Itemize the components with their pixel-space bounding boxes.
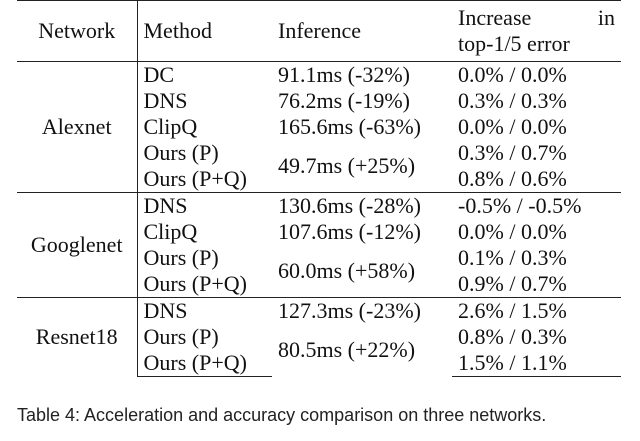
table-row: Resnet18 DNS 127.3ms (-23%) 2.6% / 1.5% bbox=[17, 297, 621, 377]
inference-cell: 76.2ms (-19%) bbox=[278, 88, 410, 113]
method-cell: Ours (P+Q) bbox=[143, 166, 247, 191]
table-row: Ours (P) 80.5ms (+22%) 0.8% / 0.3% bbox=[17, 324, 621, 362]
header-increase: Increase in top-1/5 error bbox=[452, 0, 621, 62]
increase-cell: 0.0% / 0.0% bbox=[458, 219, 567, 244]
method-cell: ClipQ bbox=[143, 114, 198, 139]
inference-cell: 165.6ms (-63%) bbox=[278, 114, 421, 139]
table-row: Ours (P+Q) 1.5% / 1.1% bbox=[17, 350, 621, 377]
increase-cell: 0.0% / 0.0% bbox=[452, 61, 621, 88]
method-cell: Ours (P+Q) bbox=[143, 271, 247, 296]
network-cell-googlenet: Googlenet bbox=[17, 192, 138, 298]
table-row: DNS 76.2ms (-19%) 0.3% / 0.3% bbox=[17, 88, 621, 114]
method-cell: ClipQ bbox=[143, 219, 198, 244]
method-cell: Ours (P) bbox=[143, 245, 219, 270]
method-cell: DNS bbox=[143, 88, 188, 113]
header-method: Method bbox=[137, 0, 272, 62]
comparison-table: Network Method Inference Increase in top… bbox=[17, 0, 621, 377]
inference-cell: 60.0ms (+58%) bbox=[278, 258, 416, 283]
inference-cell: 49.7ms (+25%) bbox=[278, 153, 416, 178]
increase-cell: 0.0% / 0.0% bbox=[458, 114, 567, 139]
table-row: ClipQ 107.6ms (-12%) 0.0% / 0.0% bbox=[17, 219, 621, 245]
network-cell-resnet18: Resnet18 bbox=[17, 297, 138, 377]
inference-cell: 130.6ms (-28%) bbox=[272, 192, 452, 219]
increase-cell: 0.3% / 0.3% bbox=[458, 88, 567, 113]
table-row: ClipQ 165.6ms (-63%) 0.0% / 0.0% bbox=[17, 114, 621, 140]
header-increase-in: in bbox=[597, 5, 615, 30]
increase-cell: 0.9% / 0.7% bbox=[458, 271, 567, 296]
table-row: Ours (P+Q) 0.9% / 0.7% bbox=[17, 271, 621, 298]
inference-cell: 91.1ms (-32%) bbox=[272, 61, 452, 88]
network-cell-alexnet: Alexnet bbox=[17, 61, 138, 193]
table-row: Googlenet DNS 130.6ms (-28%) -0.5% / -0.… bbox=[17, 192, 621, 298]
increase-cell: 0.8% / 0.3% bbox=[458, 324, 567, 349]
table-row: Ours (P) 49.7ms (+25%) 0.3% / 0.7% bbox=[17, 140, 621, 178]
increase-cell: 0.1% / 0.3% bbox=[458, 245, 567, 270]
method-cell: DC bbox=[137, 61, 272, 88]
method-cell: Ours (P+Q) bbox=[137, 350, 272, 377]
increase-cell: 2.6% / 1.5% bbox=[452, 297, 621, 324]
increase-cell: -0.5% / -0.5% bbox=[452, 192, 621, 219]
inference-cell: 127.3ms (-23%) bbox=[272, 297, 452, 324]
method-cell: DNS bbox=[137, 297, 272, 324]
table-header-row: Network Method Inference Increase in top… bbox=[17, 0, 621, 62]
table-caption: Table 4: Acceleration and accuracy compa… bbox=[17, 405, 547, 425]
increase-cell: 1.5% / 1.1% bbox=[452, 350, 621, 377]
comparison-table-container: Network Method Inference Increase in top… bbox=[17, 0, 621, 377]
method-cell: Ours (P) bbox=[143, 324, 219, 349]
inference-cell: 107.6ms (-12%) bbox=[278, 219, 421, 244]
header-increase-word: Increase bbox=[458, 5, 532, 30]
header-increase-line2: top-1/5 error bbox=[458, 31, 570, 56]
inference-cell: 80.5ms (+22%) bbox=[278, 337, 416, 363]
increase-cell: 0.8% / 0.6% bbox=[458, 166, 567, 191]
header-inference: Inference bbox=[272, 0, 452, 62]
table-row: Ours (P+Q) 0.8% / 0.6% bbox=[17, 166, 621, 193]
method-cell: DNS bbox=[137, 192, 272, 219]
increase-cell: 0.3% / 0.7% bbox=[458, 140, 567, 165]
header-network: Network bbox=[17, 0, 138, 62]
table-row: Ours (P) 60.0ms (+58%) 0.1% / 0.3% bbox=[17, 245, 621, 283]
table-row: Alexnet DC 91.1ms (-32%) 0.0% / 0.0% bbox=[17, 61, 621, 193]
method-cell: Ours (P) bbox=[143, 140, 219, 165]
